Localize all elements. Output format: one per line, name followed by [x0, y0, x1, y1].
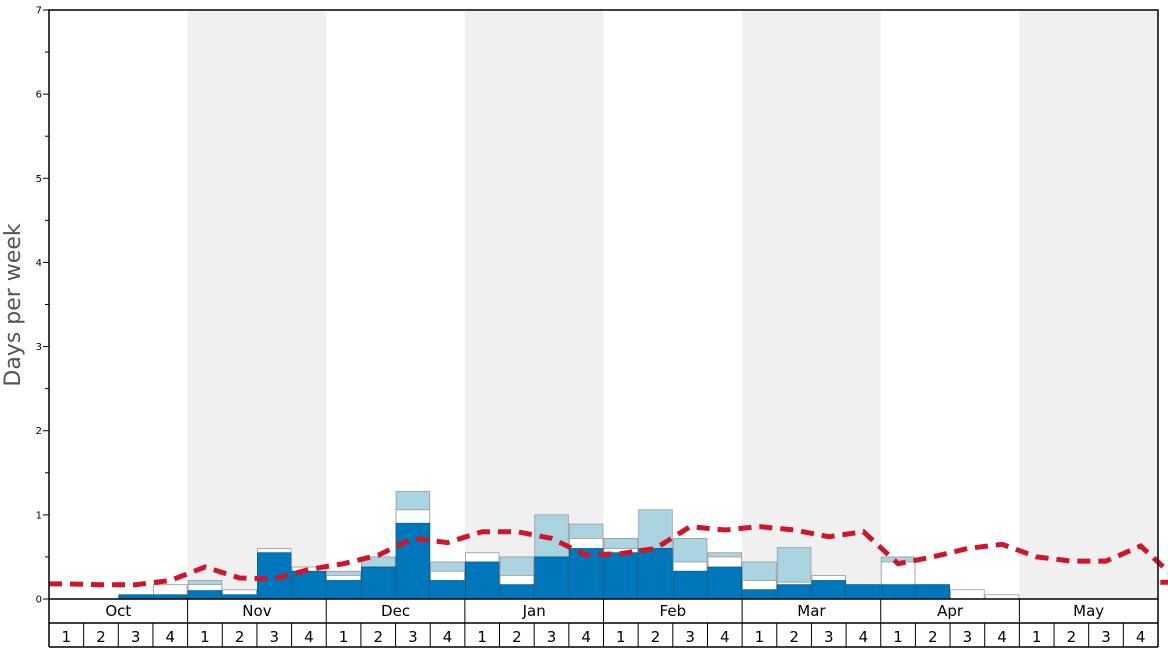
bar-dark-11 — [430, 580, 465, 600]
y-tick-label: 6 — [36, 90, 42, 101]
average-line-group — [49, 524, 1168, 588]
week-label: 3 — [547, 628, 557, 646]
week-label: 4 — [443, 628, 453, 646]
week-label: 1 — [616, 628, 626, 646]
week-label: 1 — [1032, 628, 1042, 646]
week-label: 4 — [720, 628, 730, 646]
y-ticks: 0 1 2 3 4 5 6 7 — [36, 6, 49, 606]
y-tick-label: 1 — [36, 510, 42, 521]
week-label: 2 — [512, 628, 522, 646]
bar-dark-7 — [291, 570, 327, 600]
month-band-nov — [187, 10, 327, 599]
week-label: 3 — [131, 628, 141, 646]
bar-dark-16 — [603, 552, 639, 600]
week-label: 2 — [373, 628, 383, 646]
week-label: 3 — [824, 628, 834, 646]
bar-dark-13 — [499, 584, 535, 600]
week-label: 4 — [997, 628, 1007, 646]
week-label: 2 — [928, 628, 938, 646]
y-tick-label: 7 — [36, 6, 42, 17]
bar-dark-14 — [534, 556, 569, 600]
bar-dark-20 — [742, 589, 777, 600]
y-tick-label: 3 — [36, 342, 42, 353]
bar-dark-8 — [326, 580, 361, 600]
y-tick-label: 0 — [36, 595, 42, 606]
y-axis-label: Days per week — [1, 223, 26, 386]
bar-dark-4 — [187, 590, 223, 600]
week-label: 3 — [269, 628, 279, 646]
bar-dark-23 — [846, 584, 881, 600]
week-label: 1 — [200, 628, 210, 646]
week-label: 3 — [408, 628, 418, 646]
week-label: 1 — [477, 628, 487, 646]
month-label-dec: Dec — [381, 602, 410, 620]
week-label: 3 — [963, 628, 973, 646]
month-label-mar: Mar — [797, 602, 826, 620]
month-band-mar — [742, 10, 881, 599]
month-label-oct: Oct — [105, 602, 131, 620]
bar-dark-10 — [395, 522, 431, 600]
week-label: 4 — [859, 628, 869, 646]
month-label-apr: Apr — [937, 602, 964, 620]
y-tick-label: 5 — [36, 174, 42, 185]
month-label-feb: Feb — [660, 602, 687, 620]
bar-white-26 — [950, 589, 985, 600]
bar-dark-9 — [361, 566, 396, 600]
week-label: 2 — [651, 628, 661, 646]
week-label: 3 — [1101, 628, 1111, 646]
week-label: 4 — [166, 628, 176, 646]
x-axis-table: Oct 1 2 3 4 Nov 1 2 3 4 Dec 1 2 3 4 Jan 1 2 3 4 Feb 1 2 3 4 Mar 1 2… — [48, 599, 1159, 648]
week-label: 1 — [339, 628, 349, 646]
week-label: 2 — [96, 628, 106, 646]
bar-dark-21 — [776, 584, 812, 600]
week-label: 4 — [1136, 628, 1146, 646]
month-bands — [187, 10, 1158, 599]
bar-dark-24 — [880, 584, 916, 600]
bar-dark-25 — [915, 584, 950, 600]
month-band-jan — [464, 10, 604, 599]
month-label-jan: Jan — [522, 602, 546, 620]
bar-dark-17 — [638, 548, 673, 600]
week-label: 2 — [235, 628, 245, 646]
bar-dark-22 — [811, 580, 846, 600]
month-label-may: May — [1073, 602, 1104, 620]
week-label: 1 — [755, 628, 765, 646]
bar-dark-12 — [464, 561, 500, 600]
bar-dark-19 — [707, 566, 743, 600]
week-label: 1 — [62, 628, 72, 646]
average-line — [49, 524, 1168, 588]
y-tick-label: 4 — [36, 258, 42, 269]
month-label-nov: Nov — [242, 602, 271, 620]
week-label: 3 — [685, 628, 695, 646]
week-label: 4 — [304, 628, 314, 646]
week-label: 2 — [1067, 628, 1077, 646]
bars-dark-series — [118, 522, 950, 600]
bar-dark-18 — [672, 570, 708, 600]
month-band-may — [1019, 10, 1158, 599]
week-label: 2 — [789, 628, 799, 646]
week-label: 1 — [893, 628, 903, 646]
y-tick-label: 2 — [36, 426, 42, 437]
week-label: 4 — [581, 628, 591, 646]
